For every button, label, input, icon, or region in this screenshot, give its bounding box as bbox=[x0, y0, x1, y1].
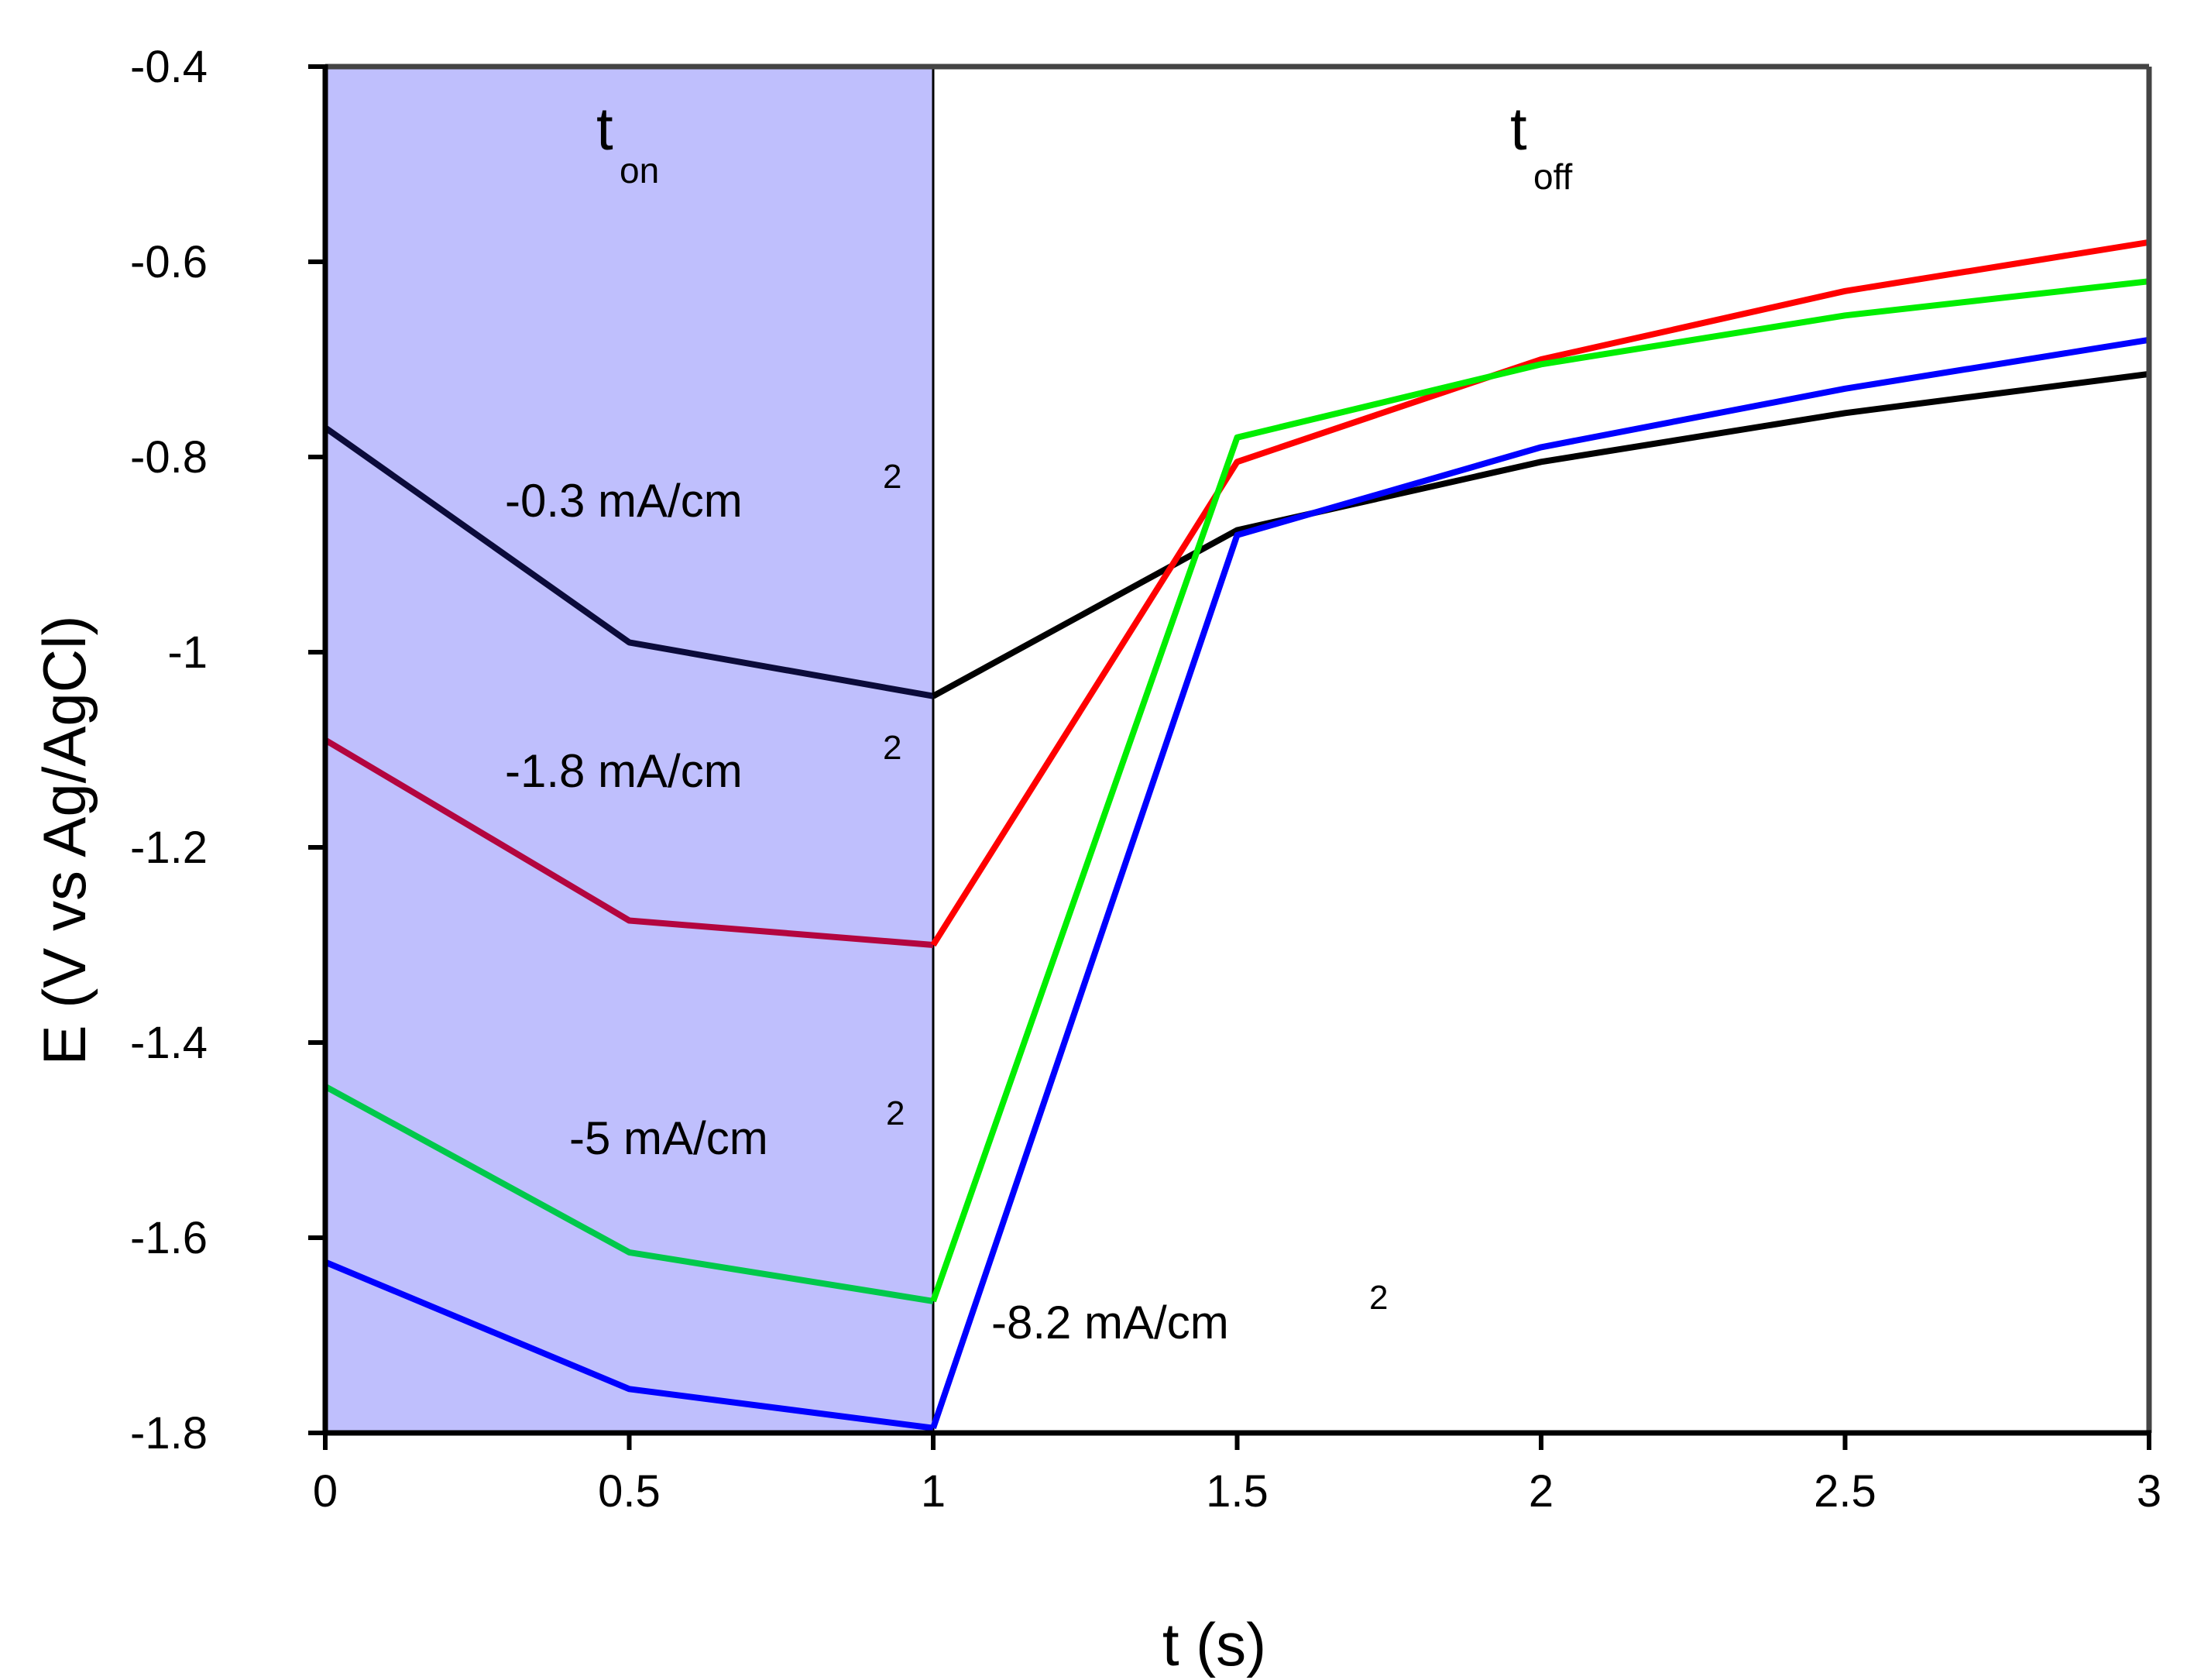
x-tick-label: 2.5 bbox=[1814, 1466, 1876, 1517]
series-2-off-line bbox=[930, 278, 2150, 1303]
series-label-8.2-superscript: 2 bbox=[1369, 1279, 1388, 1317]
x-tick-label: 2 bbox=[1529, 1466, 1554, 1517]
x-tick-label: 0.5 bbox=[598, 1466, 661, 1517]
series-label-0.3-superscript: 2 bbox=[883, 458, 901, 496]
y-tick-label: -1.8 bbox=[130, 1408, 208, 1458]
y-tick-label: -1.6 bbox=[130, 1213, 208, 1263]
series-2-on-line bbox=[324, 1084, 934, 1304]
series-label-5-superscript: 2 bbox=[886, 1094, 905, 1132]
series-0-on-line bbox=[323, 424, 934, 699]
t-on-shaded-region bbox=[325, 67, 933, 1433]
y-tick-label: -0.6 bbox=[130, 237, 208, 287]
t-on-label: t bbox=[596, 94, 613, 163]
x-tick-label: 0 bbox=[313, 1466, 338, 1517]
series-1-off-line bbox=[930, 239, 2150, 947]
x-tick-label: 1 bbox=[921, 1466, 946, 1517]
ticks-layer: 0 0.5 1 1.5 2 2.5 3 -0.4 -0.6 -0.8 -1 -1.2 -1.4 -1.6 -… bbox=[130, 42, 2161, 1517]
plot-area bbox=[325, 67, 935, 1433]
series-label-8.2: -8.2 mA/cm bbox=[991, 1297, 1229, 1348]
y-tick-label: -0.8 bbox=[130, 432, 208, 483]
y-axis-title: E (V vs Ag/AgCl) bbox=[30, 616, 98, 1066]
t-off-subscript: off bbox=[1533, 156, 1573, 197]
series-3-off-line bbox=[930, 336, 2150, 1429]
y-tick-label: -1.4 bbox=[130, 1018, 208, 1068]
t-on-subscript: on bbox=[620, 150, 659, 191]
x-axis-title: t (s) bbox=[1162, 1610, 1266, 1678]
series-0-off-line bbox=[932, 370, 2150, 699]
x-tick-label: 3 bbox=[2137, 1466, 2161, 1517]
series-layer bbox=[323, 239, 2150, 1431]
series-label-1.8-superscript: 2 bbox=[883, 729, 901, 767]
y-tick-label: -1 bbox=[167, 627, 208, 678]
series-1-on-line bbox=[323, 737, 934, 948]
y-tick-label: -0.4 bbox=[130, 42, 208, 92]
series-label-0.3: -0.3 mA/cm bbox=[505, 475, 743, 527]
series-label-1.8: -1.8 mA/cm bbox=[505, 745, 743, 797]
series-label-5: -5 mA/cm bbox=[569, 1112, 768, 1164]
x-tick-label: 1.5 bbox=[1206, 1466, 1269, 1517]
t-off-label: t bbox=[1510, 94, 1527, 163]
y-tick-label: -1.2 bbox=[130, 823, 208, 873]
series-3-on-line bbox=[324, 1259, 934, 1431]
